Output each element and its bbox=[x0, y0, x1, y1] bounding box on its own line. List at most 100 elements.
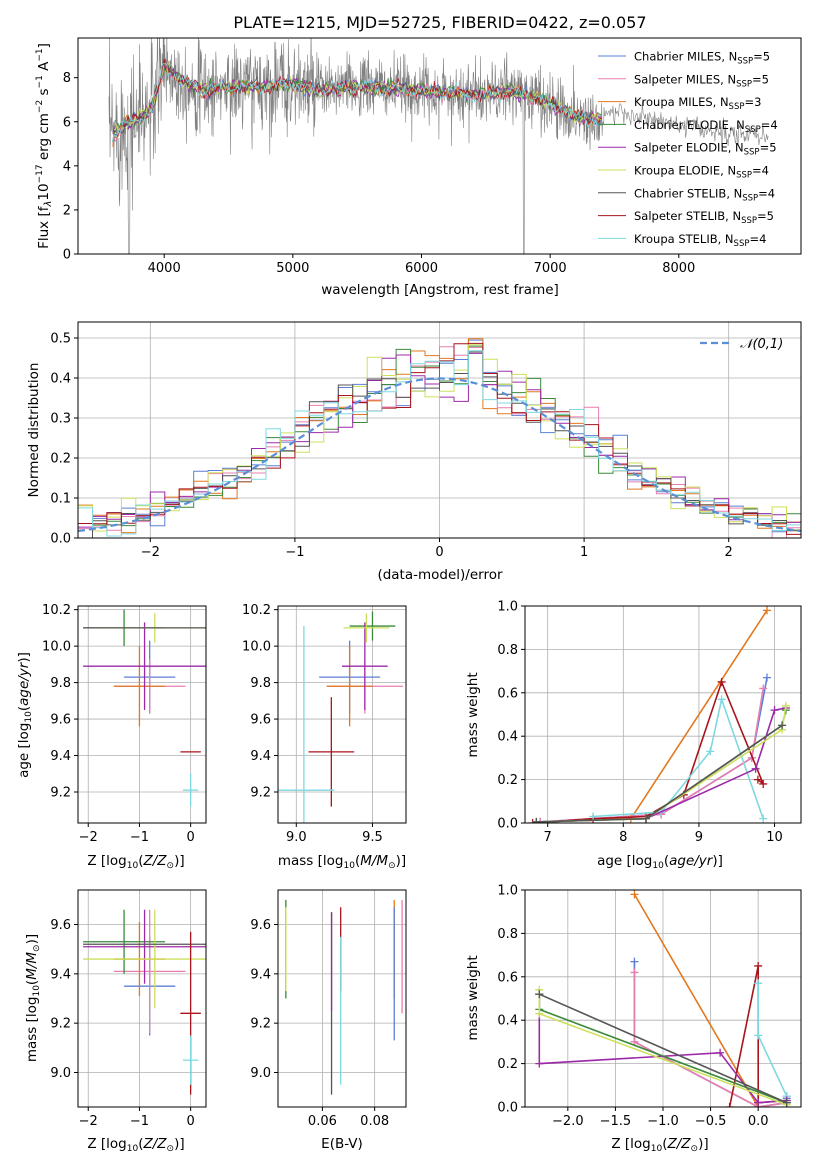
mass-weight-marker bbox=[717, 677, 726, 686]
spectrum-ylabel: Flux [fλ10−17 erg cm−2 s−1 A−1] bbox=[35, 43, 54, 249]
legend-value: =5 bbox=[760, 141, 777, 155]
mass-weight-line bbox=[532, 679, 764, 823]
weight-age-xlabel: age [log10(age/yr)] bbox=[597, 853, 723, 871]
axes-frame bbox=[77, 605, 207, 824]
mass-weight-marker bbox=[535, 1009, 544, 1018]
legend-label: Chabrier STELIB, NSSP=4 bbox=[634, 186, 775, 203]
legend-subscript: SSP bbox=[737, 57, 753, 67]
plot-area bbox=[278, 611, 403, 823]
x-tick-label: 2 bbox=[725, 545, 733, 560]
x-tick-label: 0.08 bbox=[360, 1114, 389, 1129]
y-tick-label: 4 bbox=[63, 159, 71, 174]
x-tick-label: 1 bbox=[580, 545, 588, 560]
legend-value: =4 bbox=[758, 186, 775, 200]
y-tick-label: 0.4 bbox=[50, 372, 71, 387]
x-tick-label: −2 bbox=[79, 1114, 98, 1129]
axes-frame bbox=[77, 889, 207, 1108]
y-tick-label: 9.0 bbox=[50, 1066, 71, 1081]
mass-weight-line bbox=[757, 983, 788, 1103]
mass-weight-marker bbox=[759, 779, 768, 788]
mass-weight-marker bbox=[535, 1059, 544, 1068]
mass-weight-marker bbox=[589, 812, 598, 821]
mass-weight-marker bbox=[706, 747, 715, 756]
x-tick-label: 10 bbox=[766, 830, 783, 845]
gauss-legend-label: 𝒩(0,1) bbox=[740, 337, 783, 352]
mass-weight-marker bbox=[781, 701, 790, 710]
legend-label: Kroupa STELIB, NSSP=4 bbox=[634, 232, 766, 249]
histogram-step-line bbox=[78, 351, 801, 538]
histogram-xlabel: (data-model)/error bbox=[377, 567, 503, 583]
mass-weight-line bbox=[536, 707, 787, 823]
legend-subscript: SSP bbox=[736, 79, 752, 89]
mass-weight-marker bbox=[782, 1098, 791, 1107]
y-tick-label: 9.2 bbox=[50, 786, 71, 801]
legend-label: Salpeter ELODIE, NSSP=5 bbox=[634, 141, 777, 158]
plot-area bbox=[78, 338, 801, 538]
histogram-step-line bbox=[78, 342, 801, 535]
x-tick-label: −0.5 bbox=[695, 1114, 727, 1129]
mass-weight-marker bbox=[717, 695, 726, 704]
x-tick-label: 6000 bbox=[405, 261, 438, 276]
x-tick-label: 9.5 bbox=[362, 830, 383, 845]
x-tick-label: 0.06 bbox=[308, 1114, 337, 1129]
residual-histogram-panel: −2 −1 0 1 2 0.0 0.1 0.2 0.3 0.4 0.5 bbox=[50, 321, 802, 560]
x-tick-label: 9.0 bbox=[286, 830, 307, 845]
mass-weight-marker bbox=[762, 606, 771, 615]
mass-weight-line bbox=[536, 710, 787, 823]
weight-z-xlabel: Z [log10(Z/Z⊙)] bbox=[611, 1136, 708, 1154]
mass-weight-marker bbox=[778, 721, 787, 730]
x-tick-label: 0 bbox=[186, 830, 194, 845]
mass-weight-marker bbox=[528, 819, 537, 823]
model-spectrum-line bbox=[112, 62, 602, 133]
plot-area bbox=[285, 899, 403, 1095]
mass-weight-marker bbox=[535, 990, 544, 999]
mass-weight-marker bbox=[754, 1098, 763, 1107]
y-tick-label: 10.2 bbox=[242, 603, 271, 618]
mass-weight-marker bbox=[759, 684, 768, 693]
age-vs-metallicity-panel: −2 −1 0 9.2 9.4 9.6 9.8 10.0 10.2 bbox=[42, 603, 207, 845]
legend-label: Chabrier MILES, NSSP=5 bbox=[634, 50, 770, 67]
y-tick-label: 2 bbox=[63, 203, 71, 218]
mass-weight-line bbox=[536, 705, 787, 823]
y-tick-label: 0.6 bbox=[497, 686, 518, 701]
legend-subscript: SSP bbox=[736, 171, 752, 181]
y-tick-label: 9.0 bbox=[250, 1066, 271, 1081]
y-tick-label: 9.8 bbox=[50, 676, 71, 691]
x-tick-label: −2 bbox=[79, 830, 98, 845]
y-tick-label: 9.6 bbox=[50, 713, 71, 728]
legend-value: =5 bbox=[757, 209, 774, 223]
y-tick-label: 0.2 bbox=[497, 1057, 518, 1072]
mass-vs-ebv-panel: 0.06 0.08 9.0 9.2 9.4 9.6 bbox=[250, 889, 407, 1129]
axes-frame bbox=[524, 605, 802, 824]
weight-age-ylabel: mass weight bbox=[465, 672, 481, 757]
x-tick-label: 7000 bbox=[534, 261, 567, 276]
mass-weight-marker bbox=[716, 1048, 725, 1057]
y-tick-label: 1.0 bbox=[497, 884, 518, 899]
mass-weight-line bbox=[540, 688, 764, 823]
x-tick-label: 0 bbox=[186, 1114, 194, 1129]
legend-subscript: SSP bbox=[734, 239, 750, 249]
y-tick-label: 0.2 bbox=[50, 452, 71, 467]
legend-label: Salpeter STELIB, NSSP=5 bbox=[634, 209, 774, 226]
y-tick-label: 9.4 bbox=[250, 749, 271, 764]
mass-weight-line bbox=[540, 609, 768, 823]
mass-weight-vs-age-panel: 7 8 9 10 0.0 0.2 0.4 0.6 0.8 1.0 bbox=[497, 600, 802, 845]
legend-subscript: SSP bbox=[742, 193, 758, 203]
x-tick-label: −1 bbox=[130, 1114, 149, 1129]
mass-weight-marker bbox=[754, 1031, 763, 1040]
histogram-step-line bbox=[78, 352, 801, 528]
y-tick-label: 0.8 bbox=[497, 927, 518, 942]
axes-frame bbox=[77, 37, 802, 255]
spectrum-panel: 4000 5000 6000 7000 8000 0 2 4 6 8 bbox=[63, 37, 802, 276]
mass-z-xlabel: Z [log10(Z/Z⊙)] bbox=[87, 1136, 184, 1154]
y-tick-label: 0.4 bbox=[497, 730, 518, 745]
y-tick-label: 0.0 bbox=[50, 532, 71, 547]
observed-spectrum-line bbox=[108, 38, 769, 254]
histogram-legend: 𝒩(0,1) bbox=[700, 337, 783, 352]
y-tick-label: 9.2 bbox=[250, 786, 271, 801]
y-tick-label: 0.5 bbox=[50, 332, 71, 347]
mass-weight-marker bbox=[725, 1103, 734, 1107]
x-tick-label: −1 bbox=[130, 830, 149, 845]
y-tick-label: 6 bbox=[63, 115, 71, 130]
y-tick-label: 9.8 bbox=[250, 676, 271, 691]
